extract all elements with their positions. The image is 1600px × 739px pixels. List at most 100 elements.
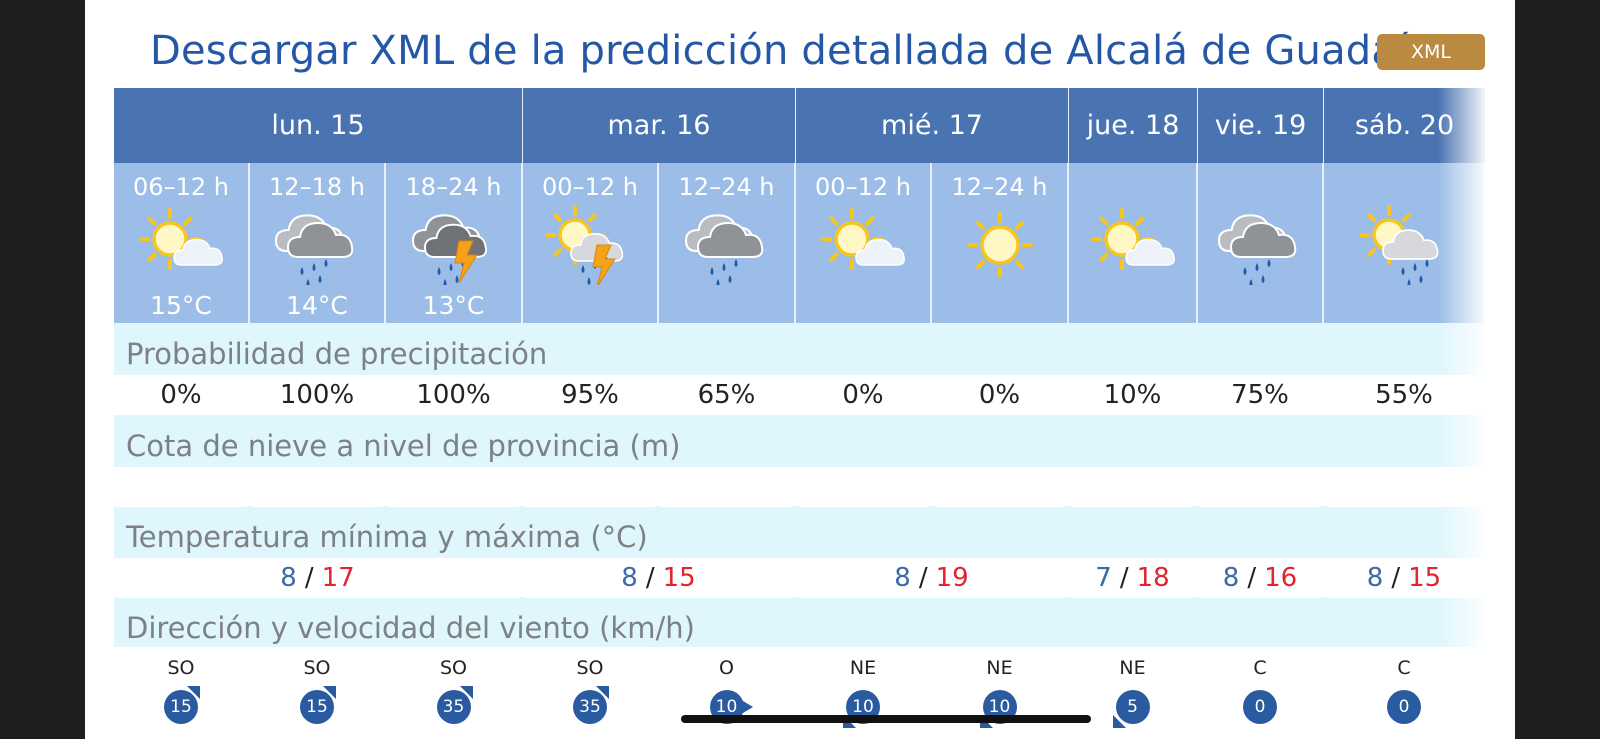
snow-value bbox=[252, 467, 382, 507]
day-header-3[interactable]: jue. 18 bbox=[1069, 88, 1198, 163]
snow-value bbox=[934, 467, 1065, 507]
day-header-1[interactable]: mar. 16 bbox=[523, 88, 796, 163]
wind-speed-badge: 0 bbox=[1243, 690, 1277, 724]
wind-arrow-icon bbox=[742, 701, 753, 713]
rain-cloud-icon bbox=[682, 205, 772, 287]
snow-band-label: Cota de nieve a nivel de provincia (m) bbox=[126, 429, 681, 463]
precip-band-label: Probabilidad de precipitación bbox=[126, 337, 548, 371]
period-time: 06–12 h bbox=[133, 173, 229, 201]
day-header-5[interactable]: sáb. 20 bbox=[1324, 88, 1486, 163]
snow-value bbox=[388, 467, 519, 507]
max-temp: 15 bbox=[662, 563, 696, 593]
wind-direction: SO bbox=[576, 657, 604, 679]
snow-value bbox=[661, 467, 792, 507]
wind-cell: SO 35 bbox=[388, 647, 519, 739]
precip-value: 75% bbox=[1200, 375, 1320, 415]
snow-value bbox=[1200, 467, 1320, 507]
precip-value: 100% bbox=[252, 375, 382, 415]
min-temp: 7 bbox=[1095, 563, 1112, 593]
snow-value bbox=[798, 467, 928, 507]
wind-band: Dirección y velocidad del viento (km/h) bbox=[114, 597, 1486, 647]
period-temperature: 15°C bbox=[150, 291, 212, 320]
title-row: Descargar XML de la predicción detallada… bbox=[85, 22, 1515, 88]
precip-band: Probabilidad de precipitación bbox=[114, 323, 1486, 375]
storm-cloud-icon bbox=[409, 205, 499, 287]
period-cell bbox=[1069, 163, 1198, 323]
wind-speed-badge: 15 bbox=[164, 690, 198, 724]
xml-download-button[interactable]: XML bbox=[1377, 34, 1485, 70]
wind-direction: SO bbox=[439, 657, 467, 679]
min-temp: 8 bbox=[894, 563, 911, 593]
wind-cell: O 10 bbox=[661, 647, 792, 739]
day-header-0[interactable]: lun. 15 bbox=[114, 88, 523, 163]
temp-range: 8/19 bbox=[798, 558, 1065, 598]
temp-separator: / bbox=[645, 563, 655, 593]
sun-storm-rain-icon bbox=[545, 205, 635, 288]
rain-cloud-icon bbox=[1215, 205, 1305, 287]
temp-range: 7/18 bbox=[1071, 558, 1194, 598]
wind-direction: NE bbox=[1119, 657, 1146, 679]
max-temp: 17 bbox=[321, 563, 355, 593]
sun-cloud-icon bbox=[136, 205, 226, 285]
wind-cell: SO 35 bbox=[525, 647, 655, 739]
sun-rain-icon bbox=[1359, 205, 1449, 287]
period-cell: 00–12 h bbox=[523, 163, 659, 323]
temp-range: 8/15 bbox=[525, 558, 792, 598]
home-indicator[interactable] bbox=[681, 715, 1091, 723]
max-temp: 19 bbox=[935, 563, 969, 593]
wind-cell: SO 15 bbox=[116, 647, 246, 739]
precip-value: 55% bbox=[1326, 375, 1482, 415]
period-time: 12–24 h bbox=[951, 173, 1048, 201]
wind-direction: SO bbox=[167, 657, 195, 679]
precip-value: 0% bbox=[798, 375, 928, 415]
min-temp: 8 bbox=[280, 563, 297, 593]
wind-direction: O bbox=[719, 657, 734, 679]
wind-direction: NE bbox=[986, 657, 1013, 679]
day-header-4[interactable]: vie. 19 bbox=[1198, 88, 1324, 163]
period-cell: 12–18 h 14°C bbox=[250, 163, 386, 323]
day-header-2[interactable]: mié. 17 bbox=[796, 88, 1069, 163]
precip-value: 0% bbox=[116, 375, 246, 415]
snow-value bbox=[525, 467, 655, 507]
sun-icon bbox=[955, 205, 1045, 285]
period-temperature: 13°C bbox=[422, 291, 485, 320]
wind-arrow-icon bbox=[459, 686, 473, 699]
forecast-page: Descargar XML de la predicción detallada… bbox=[85, 0, 1515, 739]
period-temperature: 14°C bbox=[286, 291, 348, 320]
wind-direction: C bbox=[1397, 657, 1411, 679]
temps-band-label: Temperatura mínima y máxima (°C) bbox=[126, 520, 648, 554]
period-cell: 18–24 h 13°C bbox=[386, 163, 523, 323]
wind-arrow-icon bbox=[1112, 715, 1126, 728]
forecast-table: lun. 15 mar. 16 mié. 17 jue. 18 vie. 19 sáb. … bbox=[114, 88, 1486, 739]
sun-cloud-icon bbox=[818, 205, 908, 285]
wind-speed-badge: 0 bbox=[1387, 690, 1421, 724]
temp-separator: / bbox=[304, 563, 314, 593]
wind-arrow-icon bbox=[596, 686, 609, 699]
period-cell: 12–24 h bbox=[659, 163, 796, 323]
period-cell: 12–24 h bbox=[932, 163, 1069, 323]
min-temp: 8 bbox=[1366, 563, 1384, 593]
period-cell bbox=[1324, 163, 1486, 323]
period-time: 00–12 h bbox=[542, 173, 638, 201]
max-temp: 15 bbox=[1408, 563, 1442, 593]
period-time: 18–24 h bbox=[405, 173, 502, 201]
period-cell bbox=[1198, 163, 1324, 323]
wind-direction: SO bbox=[303, 657, 331, 679]
page-title[interactable]: Descargar XML de la predicción detallada… bbox=[150, 28, 1449, 74]
max-temp: 16 bbox=[1264, 563, 1298, 593]
precip-value: 0% bbox=[934, 375, 1065, 415]
wind-cell: NE 10 bbox=[798, 647, 928, 739]
wind-direction: NE bbox=[849, 657, 877, 679]
wind-direction: C bbox=[1253, 657, 1267, 679]
temp-separator: / bbox=[1391, 563, 1401, 593]
period-cell: 00–12 h bbox=[796, 163, 932, 323]
sun-cloud-icon bbox=[1088, 205, 1178, 285]
snow-value bbox=[1071, 467, 1194, 507]
wind-cell: NE 10 bbox=[934, 647, 1065, 739]
period-time: 00–12 h bbox=[815, 173, 911, 201]
wind-arrow-icon bbox=[187, 686, 200, 699]
snow-value bbox=[116, 467, 246, 507]
temp-separator: / bbox=[918, 563, 928, 593]
